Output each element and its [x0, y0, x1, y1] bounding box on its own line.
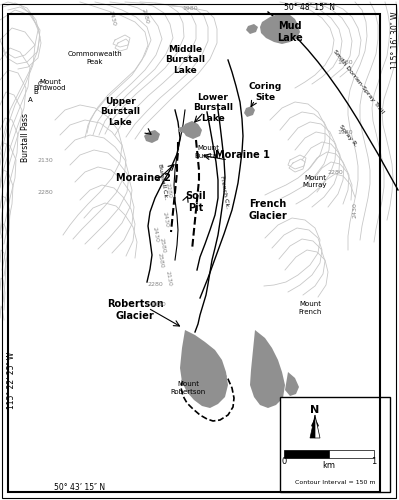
- Text: Soil
Pit: Soil Pit: [186, 191, 206, 213]
- Text: 2430: 2430: [151, 226, 159, 244]
- Polygon shape: [310, 415, 315, 438]
- Text: French
Glacier: French Glacier: [249, 199, 287, 221]
- Text: B: B: [34, 89, 38, 95]
- Polygon shape: [246, 24, 258, 34]
- Polygon shape: [244, 106, 255, 117]
- Text: 2280: 2280: [327, 170, 343, 174]
- Text: 2280: 2280: [37, 190, 53, 194]
- Text: Burstall Pass: Burstall Pass: [20, 114, 30, 162]
- Text: 2580: 2580: [158, 237, 166, 253]
- Text: Contour Interval = 150 m: Contour Interval = 150 m: [295, 480, 375, 484]
- Text: 2280: 2280: [140, 8, 150, 24]
- Text: 2130: 2130: [37, 158, 53, 162]
- Polygon shape: [315, 415, 320, 438]
- Text: N: N: [310, 405, 320, 415]
- Text: 0: 0: [281, 458, 286, 466]
- Bar: [284, 450, 329, 458]
- Text: Spray R.: Spray R.: [338, 124, 358, 148]
- Text: Middle
Burstall
Lake: Middle Burstall Lake: [165, 45, 205, 75]
- Polygon shape: [180, 330, 228, 408]
- Text: 50° 43’ 15″ N: 50° 43’ 15″ N: [54, 484, 106, 492]
- Text: Mud
Lake: Mud Lake: [277, 21, 303, 43]
- Text: 2430: 2430: [108, 10, 117, 26]
- Text: Coring
Site: Coring Site: [248, 82, 282, 102]
- Bar: [329, 450, 374, 458]
- Polygon shape: [178, 126, 187, 133]
- Text: 115° 22’ 25″ W: 115° 22’ 25″ W: [8, 352, 16, 408]
- Polygon shape: [260, 13, 300, 44]
- Text: Burstall Ck.: Burstall Ck.: [157, 164, 169, 200]
- Text: Commonwealth
Peak: Commonwealth Peak: [67, 52, 122, 64]
- Text: Lower
Burstall
Lake: Lower Burstall Lake: [193, 93, 233, 123]
- Text: 1980: 1980: [182, 6, 198, 10]
- Polygon shape: [250, 330, 285, 408]
- Polygon shape: [182, 121, 202, 139]
- Text: Robertson
Glacier: Robertson Glacier: [107, 299, 163, 321]
- Text: 50° 48’ 15″ N: 50° 48’ 15″ N: [284, 2, 336, 12]
- Text: 2130: 2130: [150, 302, 166, 308]
- Bar: [280, 397, 390, 492]
- Text: 1980: 1980: [337, 130, 353, 134]
- Text: 115° 16’ 30″ W: 115° 16’ 30″ W: [391, 11, 399, 68]
- Polygon shape: [144, 130, 160, 143]
- Text: Upper
Burstall
Lake: Upper Burstall Lake: [100, 97, 140, 127]
- Text: Mount
French: Mount French: [298, 302, 322, 314]
- Text: 2430: 2430: [352, 202, 358, 218]
- Text: 2130: 2130: [164, 270, 172, 286]
- Text: Smith Dorrien-Spray Trail: Smith Dorrien-Spray Trail: [332, 50, 384, 114]
- Text: Moraine 1: Moraine 1: [215, 150, 269, 160]
- Text: 2430: 2430: [161, 212, 169, 228]
- Text: 2280: 2280: [164, 182, 172, 198]
- Text: 1980: 1980: [337, 60, 353, 64]
- Text: Moraine 2: Moraine 2: [116, 173, 170, 183]
- Text: French Ck.: French Ck.: [219, 176, 229, 208]
- Text: A: A: [28, 97, 32, 103]
- Polygon shape: [285, 372, 299, 396]
- Text: 2580: 2580: [156, 252, 164, 268]
- Text: Mount
Burstall: Mount Burstall: [195, 146, 221, 158]
- Text: Mount
Birdwood: Mount Birdwood: [34, 78, 66, 92]
- Text: C: C: [38, 81, 42, 87]
- Text: Mount
Robertson: Mount Robertson: [170, 382, 205, 394]
- Text: 1: 1: [371, 458, 377, 466]
- Text: Mount
Murray: Mount Murray: [303, 176, 327, 188]
- Text: 2280: 2280: [147, 282, 163, 288]
- Text: km: km: [322, 462, 336, 470]
